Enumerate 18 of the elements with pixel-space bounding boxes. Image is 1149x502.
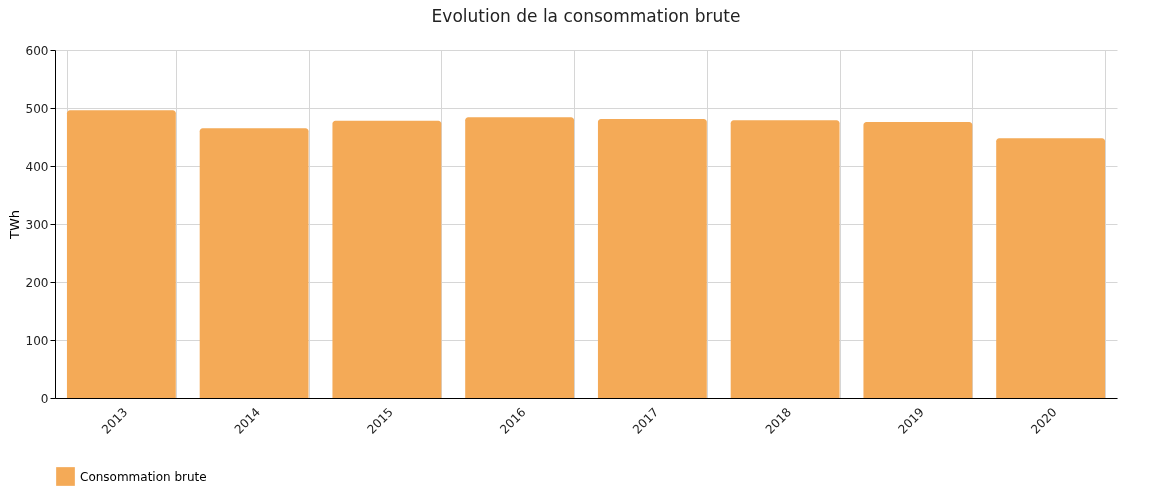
- bar: [996, 138, 1106, 398]
- bar: [66, 110, 176, 398]
- chart-title: Evolution de la consommation brute: [431, 6, 741, 26]
- y-axis-title: TWh: [6, 209, 22, 241]
- bar: [863, 121, 973, 398]
- y-tick-label: 200: [25, 275, 49, 290]
- y-tick-label: 300: [25, 217, 49, 232]
- bar: [465, 117, 575, 398]
- y-tick-label: 100: [25, 333, 49, 348]
- bar: [332, 120, 442, 398]
- bar: [199, 128, 309, 398]
- y-tick-label: 400: [25, 159, 49, 174]
- y-tick-label: 600: [25, 43, 49, 58]
- y-tick-label: 500: [25, 101, 49, 116]
- bar: [730, 120, 840, 398]
- legend-label: Consommation brute: [80, 469, 207, 484]
- bar: [597, 119, 707, 398]
- y-tick-label: 0: [40, 391, 49, 406]
